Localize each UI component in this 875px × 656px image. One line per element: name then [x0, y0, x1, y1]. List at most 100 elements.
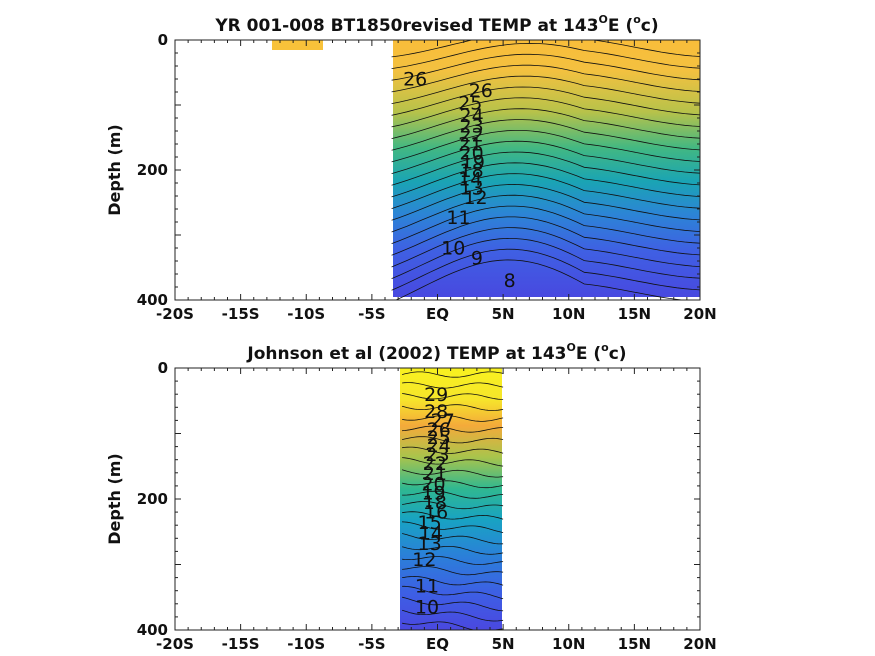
contour-line [402, 621, 504, 630]
contour-label: 23 [460, 115, 484, 137]
contour-line [402, 415, 504, 422]
contour-label: 10 [441, 238, 465, 260]
contour-label: 15 [418, 512, 442, 534]
contour-label: 19 [461, 152, 485, 174]
temperature-field [400, 368, 502, 630]
contour-lines [401, 371, 504, 630]
contour-line [395, 259, 686, 300]
contour-line [402, 556, 504, 565]
contour-line [402, 425, 504, 433]
contour-label: 19 [421, 483, 445, 505]
contour-label: 13 [460, 178, 484, 200]
x-tick-label: 10N [552, 305, 585, 323]
x-axis: -20S -15S -10S -5S EQ 5N 10N 15N 20N [156, 368, 717, 653]
contour-label: 11 [446, 207, 470, 229]
contour-line [391, 173, 700, 209]
x-tick-label: 20N [683, 305, 716, 323]
panel-model: YR 001-008 BT1850revised TEMP at 143OE (… [105, 13, 717, 323]
x-tick-label: -20S [156, 305, 194, 323]
contour-label: 27 [431, 410, 455, 432]
contour-label: 18 [423, 492, 447, 514]
panel-title: Johnson et al (2002) TEMP at 143OE (oc) [246, 341, 626, 364]
x-tick-label: -15S [222, 305, 260, 323]
y-axis-label: Depth (m) [105, 453, 124, 545]
contour-line [402, 446, 504, 454]
contour-line [391, 64, 700, 93]
contour-label: 12 [463, 187, 487, 209]
contour-line [391, 205, 700, 244]
contour-label: 22 [460, 124, 484, 146]
contour-line [391, 40, 700, 58]
contour-label: 28 [424, 401, 448, 423]
contour-label: 25 [427, 427, 451, 449]
x-tick-label: EQ [426, 635, 449, 653]
y-tick-label: 200 [137, 161, 168, 179]
contour-line [402, 566, 504, 576]
contour-line [391, 140, 700, 174]
contour-line [402, 575, 504, 586]
y-axis: 0 200 400 [137, 359, 700, 639]
contour-line [402, 501, 504, 510]
contour-line [402, 436, 504, 444]
contour-label: 16 [424, 502, 448, 524]
contour-label: 11 [415, 576, 439, 598]
contour-label: 21 [423, 463, 447, 485]
contour-line [402, 521, 504, 533]
contour-line [391, 75, 700, 104]
contour-line [391, 183, 700, 221]
contour-line [391, 216, 700, 256]
contour-line [391, 53, 700, 81]
contour-label: 10 [415, 597, 439, 619]
contour-line [402, 393, 504, 400]
contour-line [391, 237, 700, 279]
y-axis-label: Depth (m) [105, 124, 124, 216]
y-tick-label: 400 [137, 291, 168, 309]
data-region [400, 368, 502, 630]
x-tick-label: 20N [683, 635, 716, 653]
contour-line [391, 151, 700, 186]
contour-label: 14 [419, 523, 443, 545]
contour-line [391, 248, 700, 291]
surface-patch [272, 40, 323, 50]
contour-line [402, 382, 504, 389]
x-tick-label: 10N [552, 635, 585, 653]
x-tick-label: EQ [426, 305, 449, 323]
temperature-field [272, 40, 700, 297]
y-axis: 0 200 400 [137, 31, 700, 309]
x-tick-label: -10S [287, 305, 325, 323]
contour-label: 26 [403, 69, 427, 91]
contour-line [391, 42, 700, 69]
x-tick-label: 15N [618, 635, 651, 653]
contour-line [402, 404, 504, 411]
contour-line [391, 97, 700, 128]
contour-label: 21 [458, 134, 482, 156]
contour-line [391, 86, 700, 116]
x-tick-label: -5S [358, 305, 385, 323]
contour-lines [391, 40, 700, 300]
x-tick-label: 5N [492, 635, 515, 653]
x-tick-label: 15N [618, 305, 651, 323]
y-tick-label: 200 [137, 490, 168, 508]
contour-label: 9 [471, 247, 483, 269]
panel-title: YR 001-008 BT1850revised TEMP at 143OE (… [214, 13, 658, 36]
x-tick-label: -15S [222, 635, 260, 653]
x-tick-label: -20S [156, 635, 194, 653]
contour-label: 13 [418, 533, 442, 555]
contour-line [402, 480, 504, 489]
contour-label: 29 [424, 384, 448, 406]
contour-label: 23 [425, 444, 449, 466]
x-tick-label: -10S [287, 635, 325, 653]
contour-line [391, 130, 700, 163]
contour-label: 22 [423, 453, 447, 475]
contour-label: 24 [427, 435, 451, 457]
contour-line [402, 490, 504, 499]
contour-line [401, 546, 504, 555]
contour-label: 20 [421, 473, 445, 495]
panel-observations: Johnson et al (2002) TEMP at 143OE (oc) … [105, 341, 717, 653]
contour-line [402, 585, 504, 600]
contour-label: 24 [460, 105, 484, 127]
y-tick-label: 0 [158, 359, 168, 377]
contour-line [391, 162, 700, 198]
